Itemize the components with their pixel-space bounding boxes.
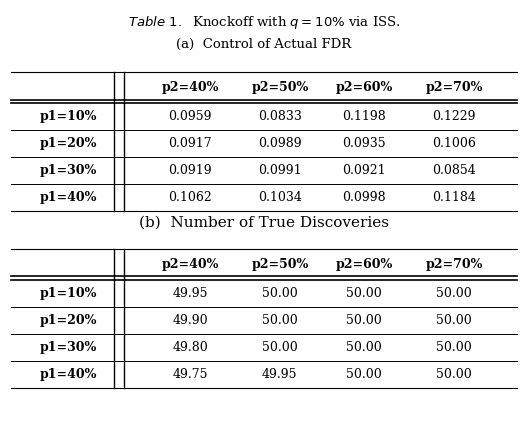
Text: p2=70%: p2=70% [426, 258, 483, 271]
Text: p1=10%: p1=10% [40, 287, 97, 300]
Text: 50.00: 50.00 [346, 314, 382, 327]
Text: 0.0935: 0.0935 [343, 137, 386, 150]
Text: 0.1006: 0.1006 [432, 137, 476, 150]
Text: 0.0854: 0.0854 [432, 164, 476, 177]
Text: 0.0998: 0.0998 [343, 191, 386, 204]
Text: p2=70%: p2=70% [426, 81, 483, 94]
Text: 0.1062: 0.1062 [168, 191, 212, 204]
Text: p2=60%: p2=60% [336, 81, 393, 94]
Text: 0.0917: 0.0917 [168, 137, 212, 150]
Text: 50.00: 50.00 [436, 341, 472, 354]
Text: (a)  Control of Actual FDR: (a) Control of Actual FDR [176, 38, 352, 51]
Text: p2=60%: p2=60% [336, 258, 393, 271]
Text: p1=20%: p1=20% [40, 137, 97, 150]
Text: 50.00: 50.00 [436, 287, 472, 300]
Text: p1=20%: p1=20% [40, 314, 97, 327]
Text: (b)  Number of True Discoveries: (b) Number of True Discoveries [139, 216, 389, 230]
Text: 0.0921: 0.0921 [343, 164, 386, 177]
Text: p1=10%: p1=10% [40, 110, 97, 123]
Text: 50.00: 50.00 [346, 341, 382, 354]
Text: p1=30%: p1=30% [40, 341, 97, 354]
Text: 49.80: 49.80 [172, 341, 208, 354]
Text: 50.00: 50.00 [262, 341, 298, 354]
Text: 0.1034: 0.1034 [258, 191, 302, 204]
Text: p1=40%: p1=40% [40, 191, 97, 204]
Text: 0.1184: 0.1184 [432, 191, 476, 204]
Text: 50.00: 50.00 [262, 314, 298, 327]
Text: 0.1229: 0.1229 [432, 110, 476, 123]
Text: 0.1198: 0.1198 [343, 110, 386, 123]
Text: 49.95: 49.95 [262, 368, 298, 381]
Text: 50.00: 50.00 [346, 287, 382, 300]
Text: 49.95: 49.95 [172, 287, 208, 300]
Text: $\mathit{Table\ 1.}$  Knockoff with $q = 10\%$ via ISS.: $\mathit{Table\ 1.}$ Knockoff with $q = … [128, 14, 400, 31]
Text: 49.75: 49.75 [172, 368, 208, 381]
Text: 50.00: 50.00 [262, 287, 298, 300]
Text: 50.00: 50.00 [346, 368, 382, 381]
Text: 0.0991: 0.0991 [258, 164, 301, 177]
Text: p1=30%: p1=30% [40, 164, 97, 177]
Text: 0.0919: 0.0919 [168, 164, 212, 177]
Text: 49.90: 49.90 [172, 314, 208, 327]
Text: 0.0959: 0.0959 [168, 110, 212, 123]
Text: 0.0989: 0.0989 [258, 137, 301, 150]
Text: 0.0833: 0.0833 [258, 110, 302, 123]
Text: p2=40%: p2=40% [162, 81, 219, 94]
Text: 50.00: 50.00 [436, 368, 472, 381]
Text: p1=40%: p1=40% [40, 368, 97, 381]
Text: p2=50%: p2=50% [251, 81, 308, 94]
Text: 50.00: 50.00 [436, 314, 472, 327]
Text: p2=40%: p2=40% [162, 258, 219, 271]
Text: p2=50%: p2=50% [251, 258, 308, 271]
